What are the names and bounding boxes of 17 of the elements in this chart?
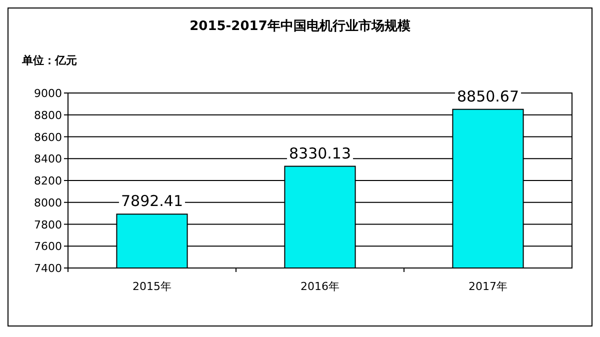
data-label: 8850.67 <box>456 87 520 106</box>
y-tick-label: 8600 <box>34 130 62 144</box>
y-axis-title: 单位：亿元 <box>21 54 77 67</box>
y-tick-label: 8200 <box>34 174 62 188</box>
y-tick-label: 7400 <box>34 262 62 275</box>
y-tick-label: 9000 <box>34 87 62 100</box>
y-tick-label: 8800 <box>34 108 62 122</box>
y-tick-label: 8400 <box>34 152 62 166</box>
x-tick-label: 2017年 <box>468 280 508 293</box>
y-tick-label: 7600 <box>34 240 62 254</box>
y-tick-label: 8000 <box>34 196 62 210</box>
chart-title: 2015-2017年中国电机行业市场规模 <box>190 18 410 34</box>
y-tick-label: 7800 <box>34 218 62 232</box>
x-tick-label: 2015年 <box>132 280 172 293</box>
data-label: 8330.13 <box>288 144 352 162</box>
data-label: 7892.41 <box>120 192 184 210</box>
x-tick-label: 2016年 <box>300 280 340 293</box>
